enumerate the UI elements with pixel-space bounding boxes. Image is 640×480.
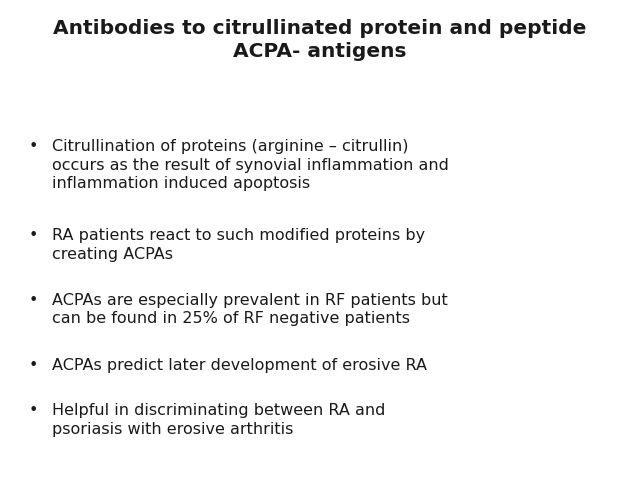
Text: •: •	[29, 358, 38, 372]
Text: •: •	[29, 139, 38, 154]
Text: •: •	[29, 403, 38, 418]
Text: RA patients react to such modified proteins by
creating ACPAs: RA patients react to such modified prote…	[52, 228, 426, 262]
Text: ACPAs are especially prevalent in RF patients but
can be found in 25% of RF nega: ACPAs are especially prevalent in RF pat…	[52, 293, 448, 326]
Text: •: •	[29, 293, 38, 308]
Text: Citrullination of proteins (arginine – citrullin)
occurs as the result of synovi: Citrullination of proteins (arginine – c…	[52, 139, 449, 192]
Text: ACPAs predict later development of erosive RA: ACPAs predict later development of erosi…	[52, 358, 428, 372]
Text: Helpful in discriminating between RA and
psoriasis with erosive arthritis: Helpful in discriminating between RA and…	[52, 403, 386, 437]
Text: Antibodies to citrullinated protein and peptide
ACPA- antigens: Antibodies to citrullinated protein and …	[53, 19, 587, 61]
Text: •: •	[29, 228, 38, 243]
